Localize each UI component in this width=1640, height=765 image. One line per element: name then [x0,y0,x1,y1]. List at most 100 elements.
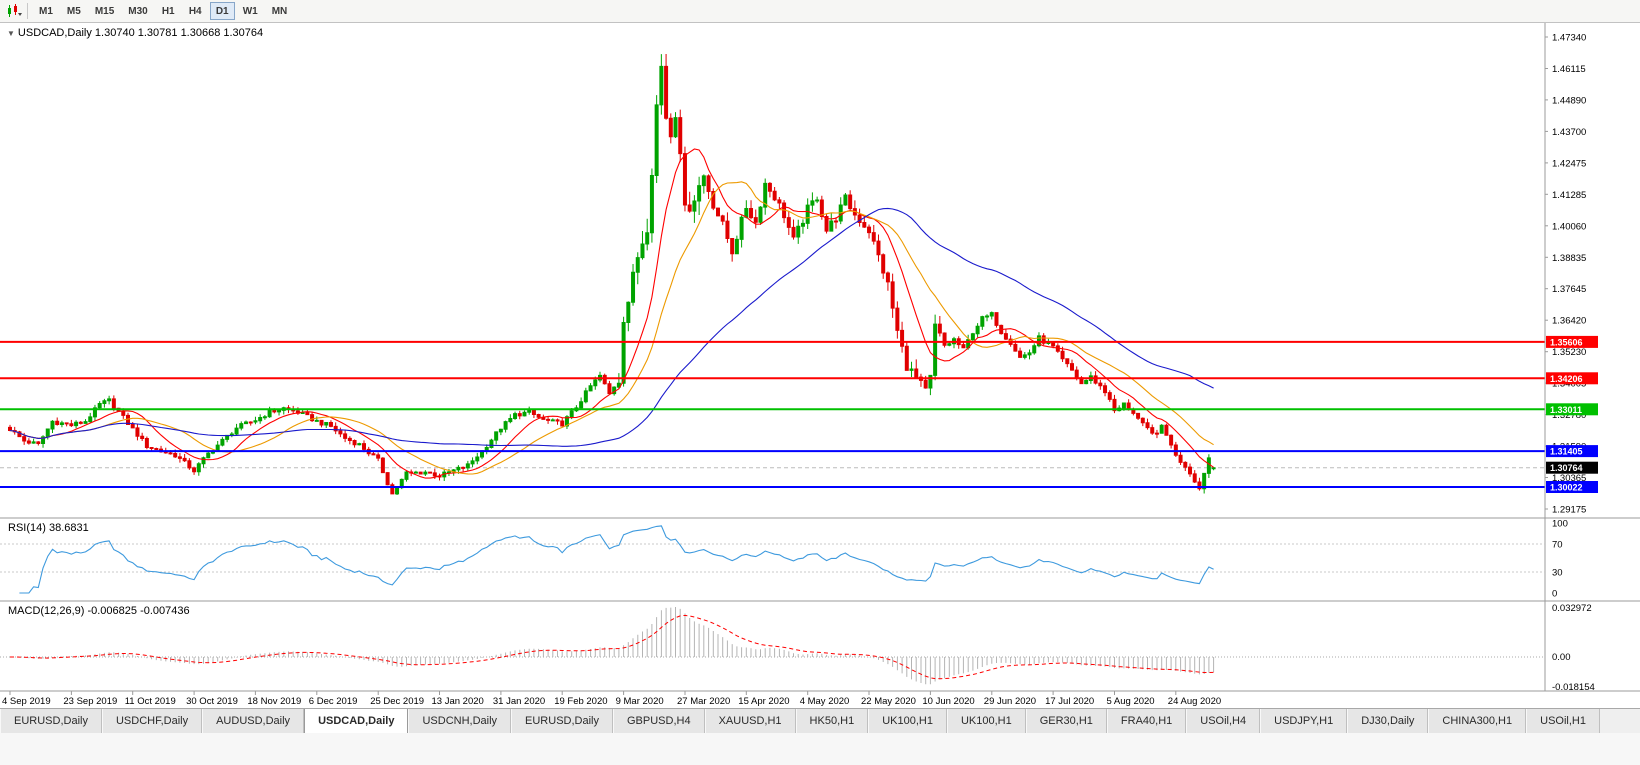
chart-type-icon[interactable] [3,2,25,20]
date-axis-label: 23 Sep 2019 [63,696,117,707]
price-axis-label: 1.30365 [1552,473,1586,484]
timeframe-m30[interactable]: M30 [128,5,148,17]
tab-eurusd-daily[interactable]: EURUSD,Daily [511,709,613,733]
rsi-axis-label: 70 [1552,540,1563,551]
price-axis-label: 1.36420 [1552,316,1586,327]
timeframe-m5[interactable]: M5 [66,5,81,17]
ma-55-line [9,207,1214,447]
timeframe-m1[interactable]: M1 [39,5,53,17]
date-axis-label: 11 Oct 2019 [125,696,176,707]
date-axis-label: 31 Jan 2020 [493,696,545,707]
date-axis-label: 22 May 2020 [861,696,916,707]
timeframe-m15[interactable]: M15 [94,5,115,17]
tab-gbpusd-h4[interactable]: GBPUSD,H4 [613,709,705,733]
price-tag-1.30764: 1.30764 [1546,461,1598,474]
price-tag-1.30022: 1.30022 [1546,481,1598,493]
svg-text:1.30764: 1.30764 [1550,463,1583,473]
status-bar [0,733,1640,765]
price-axis-label: 1.41285 [1552,190,1586,201]
timeframe-h4[interactable]: H4 [188,5,202,17]
tab-usdcnh-daily[interactable]: USDCNH,Daily [408,709,512,733]
tab-usdjpy-h1[interactable]: USDJPY,H1 [1260,709,1348,733]
svg-text:1.34206: 1.34206 [1550,374,1583,384]
date-axis-label: 29 Jun 2020 [984,696,1036,707]
rsi-indicator-label: RSI(14) 38.6831 [8,522,89,534]
svg-text:1.31405: 1.31405 [1550,447,1583,457]
tab-ger30-h1[interactable]: GER30,H1 [1025,709,1107,733]
price-chart-canvas[interactable]: 1.47340 1.46115 1.44890 1.43700 1.42475 1.412… [0,23,1640,708]
toolbar-separator [27,3,28,19]
date-axis-label: 27 Mar 2020 [677,696,730,707]
date-axis-label: 17 Jul 2020 [1045,696,1094,707]
bull-candle-wicks [33,54,1215,496]
date-axis-label: 15 Apr 2020 [738,696,789,707]
chart-title-text: USDCAD,Daily 1.30740 1.30781 1.30668 1.3… [17,27,264,39]
tab-usdchf-daily[interactable]: USDCHF,Daily [101,709,203,733]
svg-text:1.33011: 1.33011 [1550,405,1582,415]
timeframe-toolbar: M1 M5 M15 M30 H1 H4 D1 W1 MN [0,0,1640,23]
rsi-line [19,525,1214,594]
bear-candle-wicks [9,54,1200,495]
macd-axis-label: 0.00 [1552,652,1571,663]
macd-axis-label: -0.018154 [1552,682,1595,693]
ma-10-line [9,148,1214,479]
macd-signal-line [10,614,1214,680]
tab-usoil-h4[interactable]: USOil,H4 [1186,709,1261,733]
price-axis-label: 1.37645 [1552,284,1586,295]
timeframe-w1[interactable]: W1 [242,5,258,17]
macd-histogram [14,607,1215,685]
svg-text:1.30022: 1.30022 [1550,483,1583,493]
timeframe-h1[interactable]: H1 [161,5,175,17]
bull-candle-bodies [31,65,1216,495]
price-axis-label: 1.46115 [1552,64,1586,75]
tab-uk100-h1[interactable]: UK100,H1 [946,709,1026,733]
price-axis-label: 1.35230 [1552,347,1586,358]
price-axis-label: 1.32780 [1552,410,1586,421]
date-axis-label: 4 May 2020 [800,696,850,707]
tab-usoil-h1[interactable]: USOil,H1 [1526,709,1600,733]
rsi-axis-label: 30 [1552,568,1563,579]
date-axis-label: 10 Jun 2020 [922,696,974,707]
price-axis-label: 1.43700 [1552,127,1586,138]
date-axis-label: 13 Jan 2020 [432,696,484,707]
date-axis-label: 30 Oct 2019 [186,696,238,707]
tab-uk100-h1[interactable]: UK100,H1 [868,709,947,733]
tab-fra40-h1[interactable]: FRA40,H1 [1106,709,1187,733]
date-axis-label: 9 Mar 2020 [616,696,664,707]
chart-window: 1.47340 1.46115 1.44890 1.43700 1.42475 1.412… [0,23,1640,708]
date-axis-label: 5 Aug 2020 [1107,696,1155,707]
price-axis-label: 1.29175 [1552,505,1586,516]
chart-shift-marker-icon: ▼ [7,29,15,38]
chart-title: ▼ USDCAD,Daily 1.30740 1.30781 1.30668 1.… [7,27,263,39]
tab-dj30-daily[interactable]: DJ30,Daily [1347,709,1429,733]
tab-hk50-h1[interactable]: HK50,H1 [795,709,869,733]
timeframe-d1[interactable]: D1 [209,2,235,20]
price-axis-label: 1.38835 [1552,253,1586,264]
price-axis-label: 1.44890 [1552,95,1586,106]
tab-eurusd-daily[interactable]: EURUSD,Daily [0,709,102,733]
price-axis-label: 1.42475 [1552,158,1586,169]
date-axis-label: 6 Dec 2019 [309,696,358,707]
macd-indicator-label: MACD(12,26,9) -0.006825 -0.007436 [8,605,190,617]
date-axis-label: 19 Feb 2020 [554,696,607,707]
price-tag-1.34206: 1.34206 [1546,372,1598,385]
tab-china300-h1[interactable]: CHINA300,H1 [1428,709,1527,733]
rsi-axis-label: 0 [1552,589,1557,600]
tab-xauusd-h1[interactable]: XAUUSD,H1 [704,709,796,733]
tab-audusd-daily[interactable]: AUDUSD,Daily [202,709,305,733]
date-axis-label: 4 Sep 2019 [2,696,51,707]
timeframe-buttons: M1 M5 M15 M30 H1 H4 D1 W1 MN [32,2,294,20]
date-axis-label: 25 Dec 2019 [370,696,424,707]
date-axis-label: 18 Nov 2019 [247,696,301,707]
price-tag-1.33011: 1.33011 [1546,403,1598,416]
chart-tab-bar: EURUSD,Daily USDCHF,Daily AUDUSD,Daily USDC… [0,708,1640,733]
rsi-axis-label: 100 [1552,519,1568,530]
tab-usdcad-daily[interactable]: USDCAD,Daily [304,709,409,733]
price-axis-label: 1.40060 [1552,221,1586,232]
bear-candle-bodies [8,65,1202,495]
timeframe-mn[interactable]: MN [271,5,288,17]
ma-20-line [9,181,1214,475]
price-axis-label: 1.47340 [1552,33,1586,44]
date-axis-label: 24 Aug 2020 [1168,696,1221,707]
